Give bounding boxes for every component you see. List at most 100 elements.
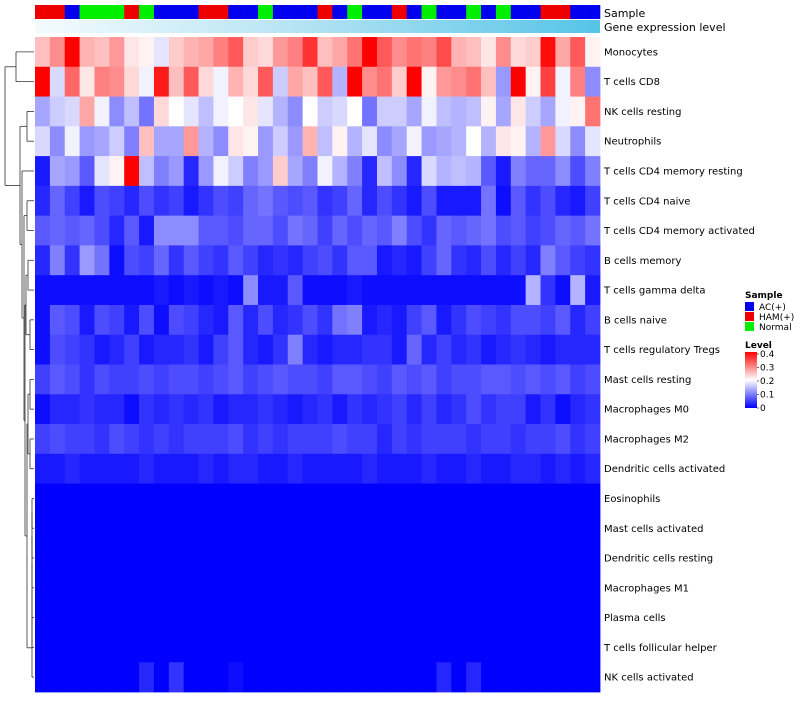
heatmap-cell bbox=[228, 37, 244, 68]
heatmap-cell bbox=[287, 334, 304, 365]
heatmap-cell bbox=[495, 543, 512, 574]
heatmap-cell bbox=[362, 513, 378, 544]
sample-annotation-cell bbox=[466, 5, 482, 19]
heatmap-cell bbox=[376, 602, 393, 633]
heatmap-cell bbox=[64, 483, 81, 514]
heatmap-cell bbox=[183, 483, 199, 514]
heatmap-cell bbox=[362, 66, 378, 97]
heatmap-cell bbox=[391, 215, 408, 246]
heatmap-cell bbox=[153, 662, 170, 693]
heatmap-cell bbox=[228, 275, 244, 306]
heatmap-cell bbox=[391, 334, 408, 365]
heatmap-cell bbox=[198, 543, 214, 574]
heatmap-cell bbox=[332, 245, 348, 276]
legend-level-tick-label: 0.1 bbox=[760, 391, 774, 401]
heatmap-cell bbox=[302, 66, 318, 97]
heatmap-cell bbox=[49, 394, 66, 425]
heatmap-cell bbox=[332, 215, 348, 246]
heatmap-cell bbox=[243, 215, 259, 246]
heatmap-cell bbox=[287, 245, 304, 276]
heatmap-cell bbox=[555, 662, 571, 693]
heatmap-cell bbox=[585, 66, 601, 97]
heatmap-cell bbox=[332, 334, 348, 365]
heatmap-cell bbox=[243, 275, 259, 306]
heatmap-cell bbox=[421, 126, 437, 157]
heatmap-cell bbox=[481, 245, 497, 276]
heatmap-cell bbox=[168, 37, 185, 68]
heatmap-cell bbox=[109, 513, 125, 544]
heatmap-cell bbox=[213, 66, 229, 97]
heatmap-cell bbox=[406, 275, 422, 306]
legend-sample-label: AC(+) bbox=[759, 303, 786, 313]
heatmap-cell bbox=[49, 37, 66, 68]
heatmap-cell bbox=[35, 275, 51, 306]
heatmap-cell bbox=[243, 156, 259, 187]
heatmap-cell bbox=[466, 543, 482, 574]
heatmap-cell bbox=[510, 394, 527, 425]
heatmap-cell bbox=[391, 66, 408, 97]
heatmap-cell bbox=[391, 96, 408, 127]
heatmap-cell bbox=[451, 245, 467, 276]
sample-annotation-cell bbox=[495, 5, 512, 19]
heatmap-cell bbox=[585, 275, 601, 306]
heatmap-cell bbox=[570, 662, 586, 693]
heatmap-cell bbox=[168, 96, 185, 127]
heatmap-cell bbox=[510, 334, 527, 365]
heatmap-cell bbox=[64, 632, 81, 663]
heatmap-cell bbox=[243, 394, 259, 425]
heatmap-cell bbox=[347, 304, 363, 336]
sample-annotation-cell bbox=[481, 5, 497, 19]
legend-sample-swatch bbox=[745, 322, 754, 331]
heatmap-cell bbox=[183, 394, 199, 425]
heatmap-cell bbox=[421, 453, 437, 484]
heatmap-cell bbox=[406, 96, 422, 127]
heatmap-cell bbox=[287, 453, 304, 484]
heatmap-cell bbox=[272, 37, 289, 68]
heatmap-cell bbox=[198, 185, 214, 217]
heatmap-cell bbox=[198, 245, 214, 276]
heatmap-cell bbox=[466, 394, 482, 425]
heatmap-cell bbox=[287, 364, 304, 395]
heatmap-cell bbox=[139, 185, 155, 217]
heatmap-cell bbox=[139, 156, 155, 187]
heatmap-cell bbox=[49, 66, 66, 97]
heatmap-cell bbox=[376, 334, 393, 365]
sample-annotation-cell bbox=[198, 5, 214, 19]
heatmap-cell bbox=[481, 424, 497, 455]
legend-level-title: Level bbox=[745, 341, 772, 351]
heatmap-cell bbox=[272, 453, 289, 484]
heatmap-cell bbox=[495, 453, 512, 484]
heatmap-cell bbox=[287, 126, 304, 157]
heatmap-cell bbox=[79, 245, 95, 276]
heatmap-cell bbox=[109, 126, 125, 157]
heatmap-cell bbox=[228, 483, 244, 514]
heatmap-cell bbox=[183, 96, 199, 127]
heatmap-cell bbox=[347, 245, 363, 276]
heatmap-cell bbox=[510, 126, 527, 157]
heatmap-cell bbox=[79, 662, 95, 693]
heatmap-cell bbox=[481, 156, 497, 187]
heatmap-cell bbox=[510, 453, 527, 484]
heatmap-cell bbox=[421, 662, 437, 693]
heatmap-cell bbox=[347, 483, 363, 514]
heatmap-cell bbox=[555, 245, 571, 276]
heatmap-cell bbox=[347, 215, 363, 246]
heatmap-cell bbox=[272, 245, 289, 276]
heatmap-cell bbox=[391, 304, 408, 336]
heatmap-cell bbox=[451, 334, 467, 365]
legend-level-tick-label: 0.4 bbox=[760, 350, 775, 360]
heatmap-cell bbox=[109, 156, 125, 187]
heatmap-cell bbox=[213, 394, 229, 425]
heatmap-cell bbox=[198, 602, 214, 633]
heatmap-cell bbox=[198, 364, 214, 395]
sample-annotation-cell bbox=[347, 5, 363, 19]
heatmap-cell bbox=[332, 394, 348, 425]
heatmap-cell bbox=[525, 334, 541, 365]
heatmap-cell bbox=[213, 37, 229, 68]
heatmap-cell bbox=[391, 543, 408, 574]
heatmap-cell bbox=[168, 394, 185, 425]
row-label: T cells CD8 bbox=[603, 77, 660, 88]
heatmap-cell bbox=[481, 126, 497, 157]
heatmap-cell bbox=[570, 513, 586, 544]
heatmap-cell bbox=[302, 37, 318, 68]
